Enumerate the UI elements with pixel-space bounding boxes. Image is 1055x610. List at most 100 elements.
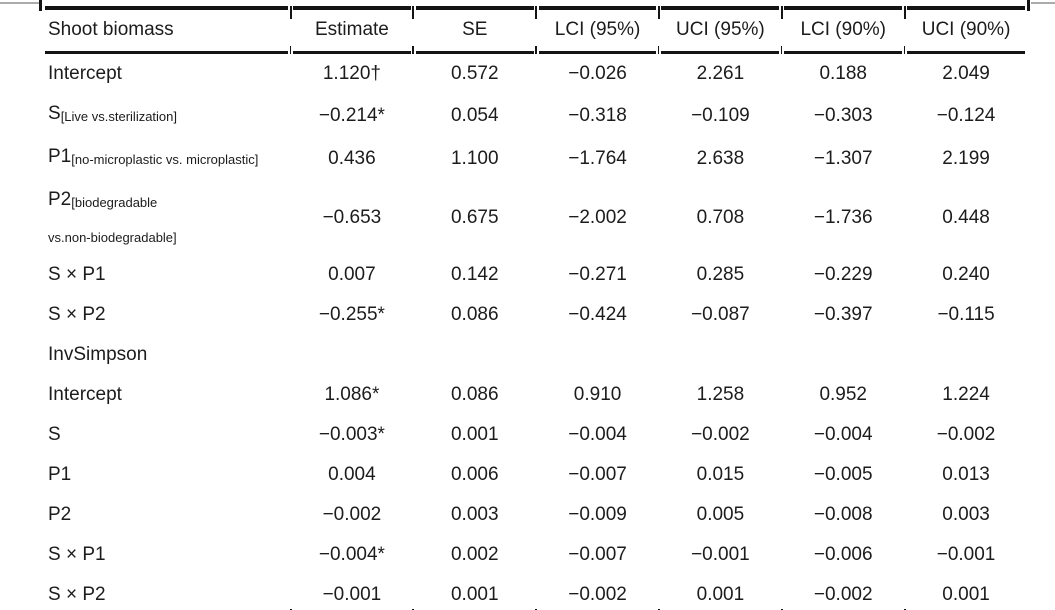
- cell-uci90: 0.003: [942, 504, 990, 525]
- cell-uci90: 0.240: [942, 264, 990, 285]
- row-label-subscript: [no-microplastic vs. microplastic]: [71, 152, 259, 167]
- section-row: InvSimpson: [45, 335, 1025, 375]
- table-row: S −0.003* 0.001 −0.004 −0.002 −0.004 −0.…: [45, 415, 1025, 455]
- cell-estimate: −0.004*: [318, 544, 385, 565]
- cell-se: 1.100: [450, 147, 499, 169]
- cell-uci95: −0.109: [691, 104, 750, 126]
- cell-lci95: −0.004: [568, 424, 627, 445]
- cell-lci95: −0.271: [568, 264, 627, 285]
- table-row: S × P1 −0.004* 0.002 −0.007 −0.001 −0.00…: [45, 535, 1025, 575]
- table-row: S × P1 0.007 0.142 −0.271 0.285 −0.229 0…: [45, 255, 1025, 295]
- table-row: P1[no-microplastic vs. microplastic] 0.4…: [45, 137, 1025, 180]
- row-label: S × P2: [48, 304, 106, 325]
- cell-lci90: [784, 335, 902, 375]
- column-header-label: Shoot biomass: [45, 6, 292, 54]
- cell-estimate: 1.086*: [324, 384, 380, 405]
- table-row: S[Live vs.sterilization] −0.214* 0.054 −…: [45, 94, 1025, 137]
- cell-lci95: −0.318: [568, 104, 627, 126]
- cell-estimate: −0.002: [322, 504, 382, 525]
- row-label: S × P1: [48, 264, 106, 285]
- cell-se: 0.675: [450, 206, 499, 228]
- cell-uci95: 2.638: [696, 147, 745, 169]
- cell-uci90: 1.224: [942, 384, 990, 405]
- cell-lci95: [539, 335, 657, 375]
- cell-uci95: −0.001: [691, 544, 750, 565]
- row-label-subscript: [Live vs.sterilization]: [60, 109, 178, 124]
- cell-se: 0.142: [450, 264, 499, 285]
- section-label: InvSimpson: [48, 344, 148, 365]
- cell-uci90: 2.049: [942, 63, 990, 84]
- cell-se: 0.003: [450, 504, 499, 525]
- column-header-uci95: UCI (95%): [661, 6, 783, 54]
- page-top-rule-left: [0, 2, 39, 4]
- cell-estimate: 1.120†: [322, 63, 381, 84]
- cell-uci95: 0.005: [696, 504, 745, 525]
- cell-estimate: 0.436: [328, 147, 376, 169]
- cell-se: [416, 335, 534, 375]
- row-label: P1[no-microplastic vs. microplastic]: [48, 146, 259, 167]
- cell-estimate: −0.003*: [318, 424, 385, 445]
- cell-lci90: −0.229: [813, 264, 873, 285]
- row-label: S × P1: [48, 544, 106, 565]
- column-header-lci90: LCI (90%): [784, 6, 906, 54]
- cell-estimate: 0.004: [328, 464, 376, 485]
- stats-table: Shoot biomass Estimate SE LCI (95%) UCI …: [40, 6, 1030, 610]
- table-row: P2[biodegradable vs.non-biodegradable] −…: [45, 180, 1025, 255]
- cell-lci90: −0.303: [813, 104, 873, 126]
- cell-lci90: −0.004: [813, 424, 873, 445]
- cell-uci95: −0.002: [691, 424, 750, 445]
- cell-uci90: −0.115: [937, 304, 995, 325]
- cell-estimate: 0.007: [328, 264, 376, 285]
- page-top-rule-right: [1031, 2, 1055, 4]
- table-top-right-tick: [1027, 0, 1030, 11]
- cell-lci90: −0.008: [813, 504, 873, 525]
- cell-se: 0.572: [450, 63, 499, 84]
- table-row: P2 −0.002 0.003 −0.009 0.005 −0.008 0.00…: [45, 495, 1025, 535]
- cell-uci95: 1.258: [696, 384, 745, 405]
- cell-uci90: 0.013: [942, 464, 990, 485]
- cell-se: 0.002: [450, 544, 499, 565]
- cell-uci95: 0.001: [661, 575, 783, 610]
- cell-uci95: 0.015: [696, 464, 745, 485]
- cell-estimate: −0.214*: [318, 104, 385, 126]
- cell-uci90: [907, 335, 1025, 375]
- cell-uci90: −0.002: [936, 424, 996, 445]
- row-label: P1: [48, 464, 72, 485]
- cell-estimate: −0.001: [293, 575, 415, 610]
- cell-lci90: 0.188: [819, 63, 867, 84]
- table-row: S × P2 −0.255* 0.086 −0.424 −0.087 −0.39…: [45, 295, 1025, 335]
- cell-lci95: −0.424: [568, 304, 627, 325]
- row-label-subscript-line2: vs.non-biodegradable]: [48, 230, 177, 245]
- cell-uci90: 2.199: [942, 147, 990, 169]
- cell-se: 0.086: [450, 384, 499, 405]
- cell-uci95: −0.087: [691, 304, 750, 325]
- cell-lci90: −1.736: [813, 206, 873, 228]
- row-label: P2: [48, 504, 72, 525]
- cell-uci95: 0.285: [696, 264, 745, 285]
- cell-lci90: −0.397: [813, 304, 873, 325]
- cell-uci90: −0.124: [936, 104, 996, 126]
- cell-lci90: −0.002: [784, 575, 906, 610]
- cell-uci90: 0.448: [942, 206, 990, 228]
- cell-se: 0.001: [416, 575, 537, 610]
- cell-lci90: −1.307: [813, 147, 873, 169]
- column-header-lci95: LCI (95%): [538, 6, 660, 54]
- cell-se: 0.006: [450, 464, 499, 485]
- table-row: P1 0.004 0.006 −0.007 0.015 −0.005 0.013: [45, 455, 1025, 495]
- column-header-uci90: UCI (90%): [907, 6, 1025, 54]
- cell-se: 0.054: [450, 104, 499, 126]
- cell-se: 0.001: [450, 424, 499, 445]
- cell-estimate: −0.255*: [318, 304, 385, 325]
- cell-uci90: −0.001: [936, 544, 996, 565]
- cell-lci95: −1.764: [568, 147, 627, 169]
- cell-lci95: 0.910: [573, 384, 622, 405]
- row-label: S: [48, 424, 61, 445]
- column-header-estimate: Estimate: [293, 6, 415, 54]
- cell-uci95: 0.708: [696, 206, 745, 228]
- row-label: Intercept: [48, 384, 122, 405]
- row-label-subscript: [biodegradable: [71, 195, 158, 210]
- table-row: Intercept 1.086* 0.086 0.910 1.258 0.952…: [45, 375, 1025, 415]
- table-top-left-tick: [39, 0, 42, 11]
- cell-lci95: −0.009: [568, 504, 627, 525]
